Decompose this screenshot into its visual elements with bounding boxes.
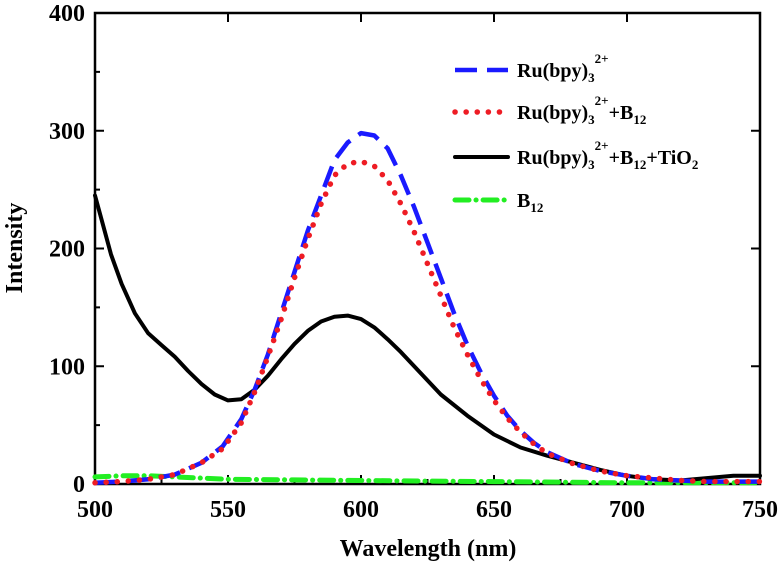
- x-tick-label: 650: [476, 497, 512, 523]
- y-tick-labels: 0 100 200 300 400: [49, 1, 85, 498]
- y-tick-label: 400: [49, 1, 85, 27]
- x-tick-label: 750: [742, 497, 778, 523]
- legend-label-2: Ru(bpy)32++B12: [517, 93, 646, 127]
- x-tick-label: 550: [210, 497, 246, 523]
- y-axis-title: Intensity: [2, 203, 28, 294]
- x-tick-label: 600: [343, 497, 379, 523]
- series-line-1: [94, 130, 760, 486]
- x-tick-labels: 500 550 600 650 700 750: [77, 497, 778, 523]
- legend-label-3: Ru(bpy)32++B12+TiO2: [517, 138, 698, 172]
- x-axis-title: Wavelength (nm): [340, 536, 517, 562]
- y-tick-label: 100: [49, 354, 85, 380]
- legend-label-4: B12: [517, 190, 543, 215]
- x-tick-label: 700: [609, 497, 645, 523]
- y-tick-label: 300: [49, 119, 85, 145]
- y-tick-label: 200: [49, 237, 85, 263]
- x-tick-label: 500: [77, 497, 113, 523]
- y-tick-label: 0: [73, 472, 85, 498]
- series-line-2: [92, 158, 763, 486]
- legend: Ru(bpy)32+ Ru(bpy)32++B12 Ru(bpy)32++B12+T…: [452, 51, 698, 215]
- series-line-4: [92, 473, 763, 486]
- series-layer: [92, 130, 763, 486]
- legend-label-1: Ru(bpy)32+: [517, 51, 609, 85]
